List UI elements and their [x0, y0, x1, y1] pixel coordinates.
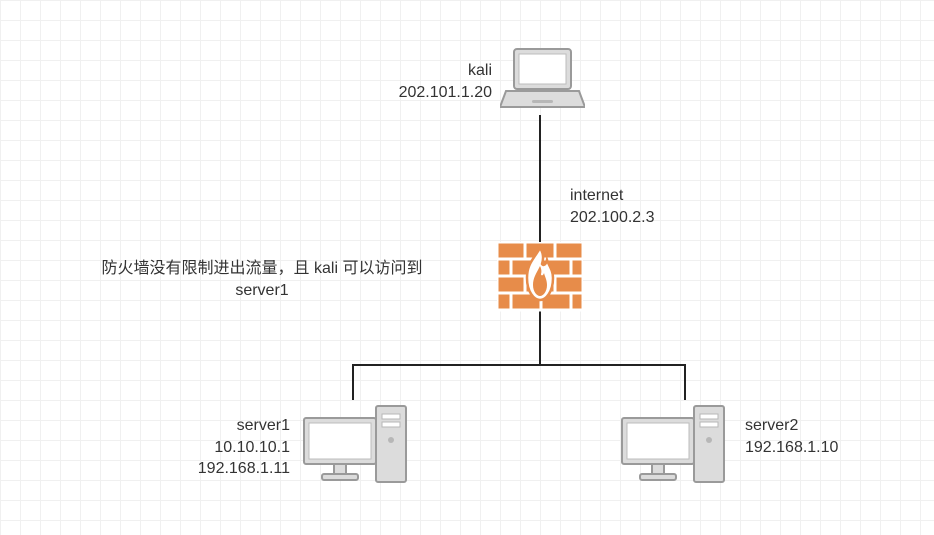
- server1-name: server1: [150, 415, 290, 437]
- kali-name: kali: [372, 60, 492, 82]
- desktop-icon: [618, 400, 728, 490]
- note-line2: server1: [72, 280, 452, 302]
- server2-ip: 192.168.1.10: [745, 437, 895, 459]
- laptop-icon: [500, 45, 585, 115]
- server2-name: server2: [745, 415, 895, 437]
- firewall-icon: [497, 242, 583, 312]
- desktop-icon: [300, 400, 410, 490]
- node-label-server2: server2 192.168.1.10: [745, 415, 895, 458]
- edge-branch-server2: [540, 365, 685, 400]
- server1-ip2: 192.168.1.11: [150, 458, 290, 480]
- internet-name: internet: [570, 185, 720, 207]
- note-text: 防火墙没有限制进出流量，且 kali 可以访问到 server1: [72, 258, 452, 301]
- node-label-kali: kali 202.101.1.20: [372, 60, 492, 103]
- internet-ip: 202.100.2.3: [570, 207, 720, 229]
- node-label-internet: internet 202.100.2.3: [570, 185, 720, 228]
- edge-branch-server1: [353, 365, 540, 400]
- note-line1: 防火墙没有限制进出流量，且 kali 可以访问到: [72, 258, 452, 280]
- server1-ip1: 10.10.10.1: [150, 437, 290, 459]
- kali-ip: 202.101.1.20: [372, 82, 492, 104]
- node-label-server1: server1 10.10.10.1 192.168.1.11: [150, 415, 290, 480]
